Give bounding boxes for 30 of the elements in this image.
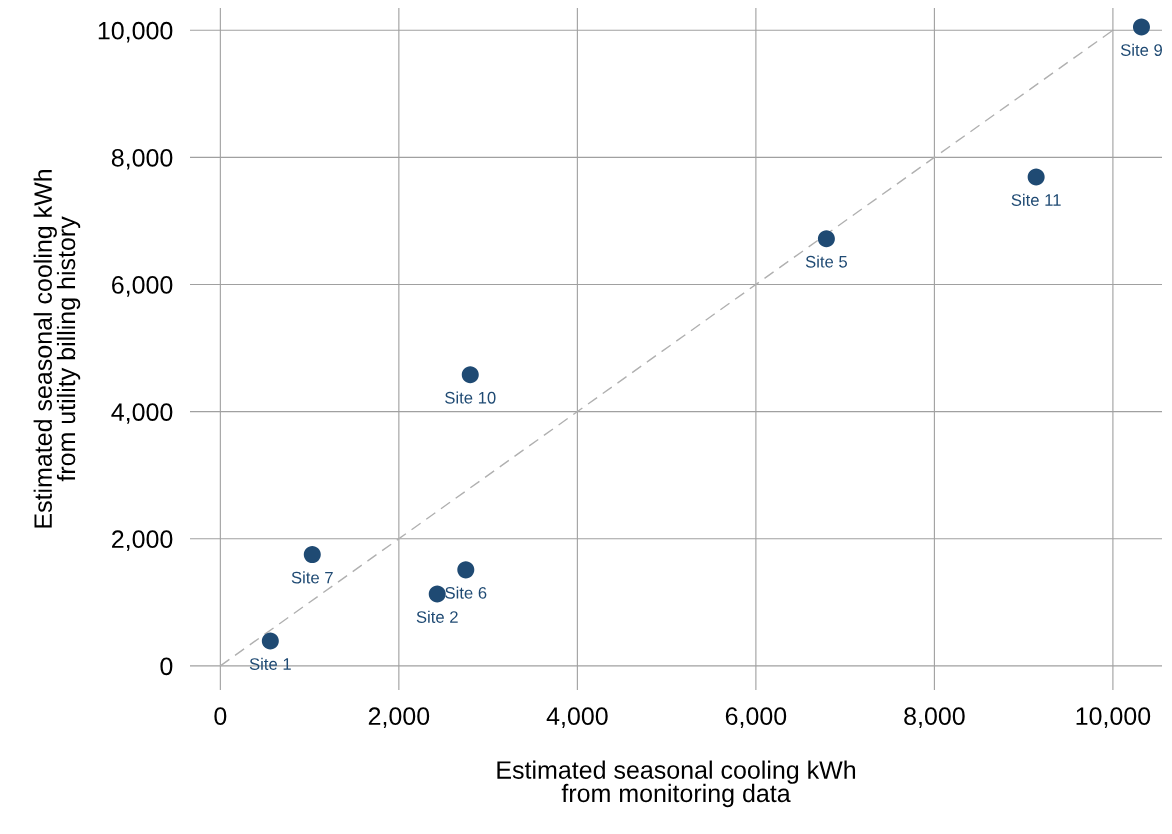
x-tick-label: 10,000 <box>1076 707 1151 728</box>
annotation: Site 6 <box>445 586 487 599</box>
x-tick-label: 2,000 <box>368 707 430 728</box>
y-tick-label: 10,000 <box>98 21 173 43</box>
x-tick-label: 8,000 <box>904 707 965 728</box>
x-axis-title: Estimated seasonal cooling kWh from monitoring data <box>497 760 856 808</box>
x-tick-label: 0 <box>214 707 227 726</box>
annotation: Site 10 <box>445 391 496 404</box>
point <box>457 561 475 579</box>
point <box>303 546 321 564</box>
point <box>461 366 479 384</box>
y-tick-label: 6,000 <box>112 276 173 297</box>
annotation: Site 9 <box>1120 43 1162 56</box>
y-tick-label: 8,000 <box>111 148 173 170</box>
point <box>261 632 279 650</box>
y-tick-label: 0 <box>160 657 173 676</box>
y-axis-title: Estimated seasonal cooling kWh from utility billing history <box>33 169 81 528</box>
point <box>428 585 446 603</box>
y-tick-label: 4,000 <box>111 403 173 424</box>
annotation: Site 11 <box>1011 193 1061 206</box>
annotation: Site 2 <box>416 610 458 623</box>
x-tick-label: 6,000 <box>725 707 787 728</box>
x-tick-label: 4,000 <box>546 707 608 728</box>
annotation: Site 1 <box>249 657 291 670</box>
annotation: Site 5 <box>805 255 848 268</box>
annotation: Site 7 <box>291 571 333 584</box>
point <box>1027 168 1045 186</box>
y-tick-label: 2,000 <box>112 530 173 551</box>
point <box>1132 18 1150 36</box>
point <box>817 230 835 248</box>
